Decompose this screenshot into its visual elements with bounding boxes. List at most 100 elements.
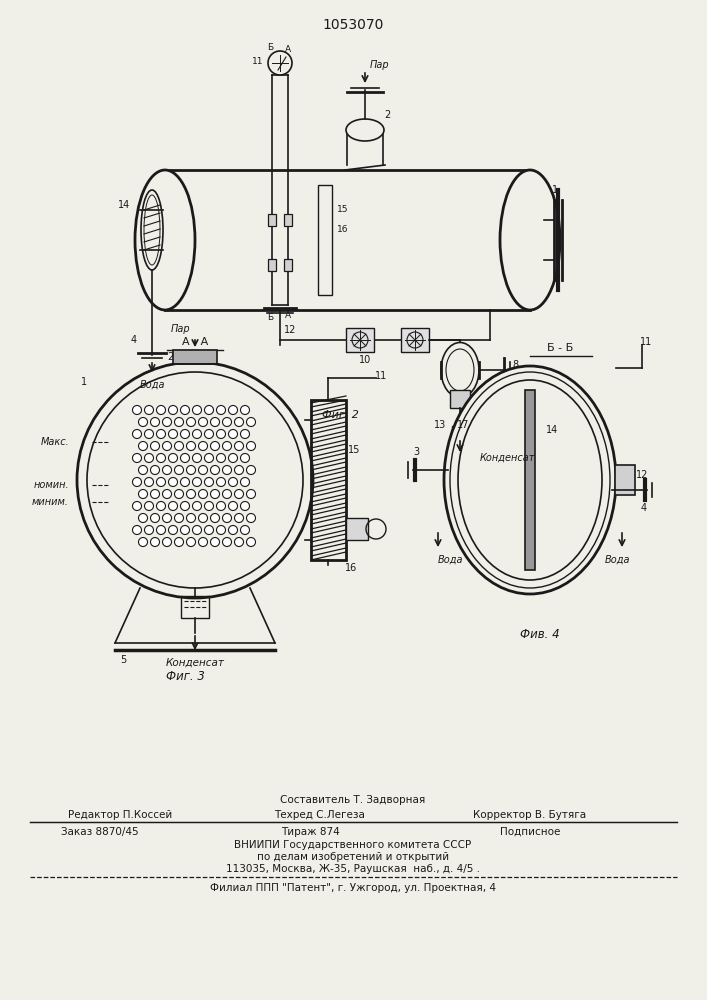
Text: Конденсат: Конденсат [480,453,535,463]
Circle shape [175,442,184,450]
Text: А: А [285,44,291,53]
Circle shape [144,478,153,487]
Circle shape [223,514,231,522]
Circle shape [199,489,207,498]
Circle shape [235,418,243,426]
Text: 2: 2 [167,352,173,362]
Circle shape [187,514,196,522]
Circle shape [180,478,189,487]
Circle shape [77,362,313,598]
Bar [268,214,276,226]
Circle shape [187,489,196,498]
Circle shape [156,430,165,438]
Circle shape [168,430,177,438]
Circle shape [235,466,243,475]
Circle shape [192,406,201,414]
Circle shape [199,514,207,522]
Circle shape [204,430,214,438]
Circle shape [132,430,141,438]
Circle shape [192,478,201,487]
Circle shape [132,478,141,487]
Text: Конденсат: Конденсат [165,658,224,668]
Text: 16: 16 [337,226,349,234]
Text: 4: 4 [131,335,137,345]
Circle shape [204,526,214,534]
Text: 5: 5 [120,655,126,665]
Text: 1053070: 1053070 [322,18,384,32]
Circle shape [235,538,243,546]
Text: 11: 11 [252,57,264,66]
Circle shape [163,538,172,546]
Text: 113035, Москва, Ж-35, Раушская  наб., д. 4/5 .: 113035, Москва, Ж-35, Раушская наб., д. … [226,864,480,874]
Circle shape [240,430,250,438]
Circle shape [139,466,148,475]
Circle shape [192,454,201,462]
Text: Макс.: Макс. [40,437,69,447]
Text: Тираж 874: Тираж 874 [281,827,339,837]
Circle shape [144,454,153,462]
Text: Пар: Пар [170,324,190,334]
Circle shape [211,538,219,546]
Circle shape [235,514,243,522]
Circle shape [180,454,189,462]
Circle shape [216,406,226,414]
Circle shape [175,466,184,475]
Bar [318,185,332,295]
Circle shape [247,466,255,475]
Ellipse shape [346,119,384,141]
Circle shape [240,526,250,534]
Circle shape [192,526,201,534]
Text: Корректор В. Бутяга: Корректор В. Бутяга [474,810,587,820]
Circle shape [139,489,148,498]
Text: Подписное: Подписное [500,827,560,837]
Circle shape [180,526,189,534]
Text: 11: 11 [640,337,652,347]
Text: 12: 12 [284,325,296,335]
Text: Вода: Вода [139,380,165,390]
Text: 3: 3 [413,447,419,457]
Circle shape [156,502,165,510]
Text: Составитель Т. Задворная: Составитель Т. Задворная [281,795,426,805]
Circle shape [247,538,255,546]
Circle shape [235,489,243,498]
Circle shape [240,478,250,487]
Text: 1: 1 [552,185,558,195]
Circle shape [228,526,238,534]
Circle shape [175,514,184,522]
Text: 13: 13 [434,420,446,430]
Text: 14: 14 [118,200,130,210]
Circle shape [228,430,238,438]
Circle shape [228,478,238,487]
Circle shape [175,489,184,498]
Circle shape [163,514,172,522]
Circle shape [216,526,226,534]
Circle shape [139,418,148,426]
Circle shape [139,442,148,450]
Circle shape [187,442,196,450]
Text: Вода: Вода [437,555,463,565]
Circle shape [223,442,231,450]
Text: Б: Б [267,314,273,322]
Text: 16: 16 [345,563,357,573]
Circle shape [211,442,219,450]
Text: Филиал ППП "Патент", г. Ужгород, ул. Проектная, 4: Филиал ППП "Патент", г. Ужгород, ул. Про… [210,883,496,893]
Text: 12: 12 [636,470,648,480]
Bar [173,350,217,364]
Circle shape [247,442,255,450]
Bar [284,214,292,226]
Circle shape [144,406,153,414]
Circle shape [180,502,189,510]
Circle shape [192,502,201,510]
Circle shape [204,406,214,414]
Text: 2: 2 [384,110,390,120]
Circle shape [216,454,226,462]
Circle shape [151,514,160,522]
Circle shape [144,430,153,438]
Bar [268,259,276,271]
Circle shape [247,514,255,522]
Bar [452,426,468,438]
Bar [525,390,535,570]
Circle shape [187,538,196,546]
Circle shape [151,466,160,475]
Circle shape [199,418,207,426]
